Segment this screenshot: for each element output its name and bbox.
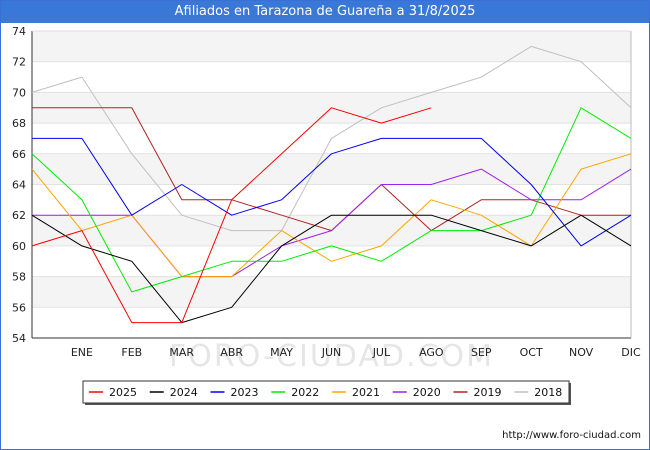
y-tick-label: 62	[12, 209, 26, 222]
legend-label-2020: 2020	[413, 386, 441, 399]
grid-band	[32, 31, 631, 62]
y-tick-label: 66	[12, 148, 26, 161]
y-tick-label: 56	[12, 301, 26, 314]
x-tick-label: OCT	[520, 346, 543, 359]
x-tick-label: SEP	[471, 346, 492, 359]
x-tick-label: JUL	[372, 346, 391, 359]
legend-label-2018: 2018	[534, 386, 562, 399]
x-tick-label: DIC	[621, 346, 641, 359]
x-tick-label: FEB	[121, 346, 142, 359]
legend-label-2024: 2024	[170, 386, 198, 399]
grid-band	[32, 153, 631, 185]
x-tick-label: AGO	[419, 346, 444, 359]
y-tick-label: 70	[12, 86, 26, 99]
series-line-2023	[32, 137, 632, 247]
y-tick-label: 72	[12, 56, 26, 69]
y-tick-label: 68	[12, 117, 26, 130]
x-tick-label: JUN	[321, 346, 342, 359]
x-tick-label: ABR	[220, 346, 243, 359]
legend-label-2022: 2022	[291, 386, 319, 399]
legend-label-2023: 2023	[231, 386, 259, 399]
series-line-2022	[31, 107, 632, 293]
legend-label-2021: 2021	[352, 386, 380, 399]
legend-label-2025: 2025	[109, 386, 137, 399]
x-tick-label: MAY	[270, 346, 293, 359]
y-tick-label: 74	[12, 25, 26, 38]
chart-title: Afiliados en Tarazona de Guareña a 31/8/…	[1, 1, 649, 23]
y-tick-label: 64	[12, 179, 26, 192]
legend-box	[82, 380, 570, 404]
y-tick-label: 60	[12, 240, 26, 253]
series-line-2024	[31, 214, 632, 324]
source-url: http://www.foro-ciudad.com	[502, 430, 641, 441]
x-tick-label: MAR	[169, 346, 194, 359]
watermark-text: FORO-CIUDAD.COM	[169, 339, 494, 374]
x-tick-label: ENE	[71, 346, 93, 359]
y-tick-label: 58	[12, 271, 26, 284]
series-line-2018	[31, 45, 632, 232]
series-line-2025	[31, 107, 432, 324]
y-tick-label: 54	[12, 332, 26, 345]
grid-band	[32, 276, 631, 308]
x-tick-label: NOV	[569, 346, 594, 359]
legend-label-2019: 2019	[474, 386, 502, 399]
